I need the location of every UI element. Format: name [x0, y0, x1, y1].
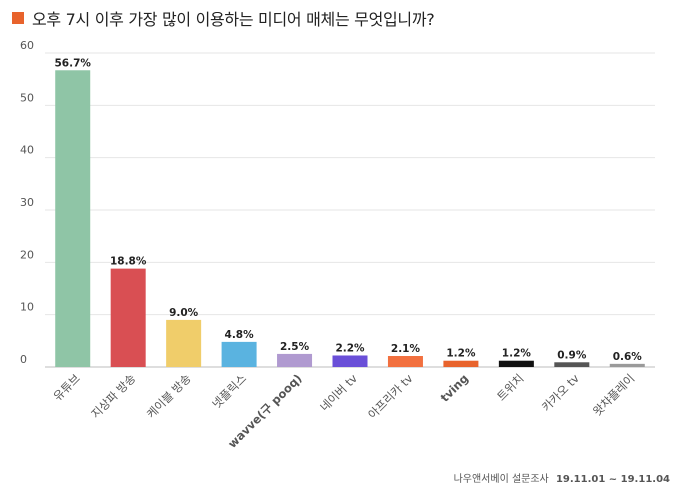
bar [221, 341, 257, 367]
y-tick-label: 50 [20, 91, 34, 104]
y-tick-label: 0 [20, 353, 27, 366]
title-marker-icon [12, 12, 24, 24]
value-label: 1.2% [502, 348, 532, 360]
x-tick-label: tving [438, 371, 471, 404]
bar [443, 360, 479, 367]
y-tick-label: 60 [20, 39, 34, 52]
value-label: 2.5% [280, 341, 310, 353]
y-axis-ticks: 0 10 20 30 40 50 60 [20, 39, 34, 366]
bars [55, 70, 645, 368]
value-label: 56.7% [55, 57, 92, 69]
bar [166, 319, 202, 367]
value-label: 0.9% [557, 349, 587, 361]
value-label: 4.8% [225, 329, 255, 341]
y-tick-label: 40 [20, 144, 34, 157]
bar [110, 268, 146, 367]
bar [332, 355, 368, 367]
y-tick-label: 10 [20, 301, 34, 314]
x-tick-label: 왓챠플레이 [590, 371, 637, 418]
bar [609, 363, 645, 367]
bar [55, 70, 91, 368]
x-tick-label: 유튜브 [50, 371, 82, 403]
x-tick-label: 지상파 방송 [88, 371, 138, 421]
value-labels: 56.7% 18.8% 9.0% 4.8% 2.5% 2.2% 2.1% 1.2% 1.2% 0.… [55, 57, 643, 363]
chart-title: 오후 7시 이후 가장 많이 이용하는 미디어 매체는 무엇입니까? [32, 10, 435, 29]
value-label: 0.6% [613, 351, 643, 363]
x-tick-label: 넷플릭스 [209, 371, 249, 411]
bar [498, 360, 534, 367]
x-tick-label: 트위치 [494, 371, 526, 403]
source-note: 나우앤서베이 설문조사 19.11.01 ~ 19.11.04 [454, 470, 670, 485]
value-label: 2.2% [335, 342, 365, 354]
source-dates: 19.11.01 ~ 19.11.04 [555, 474, 670, 485]
source-label: 나우앤서베이 설문조사 [453, 474, 549, 485]
x-tick-label: 네이버 tv [317, 371, 360, 414]
y-tick-label: 30 [20, 196, 34, 209]
bar [387, 356, 423, 367]
x-tick-label: 카카오 tv [539, 371, 582, 414]
value-label: 1.2% [446, 348, 476, 360]
bar [277, 353, 313, 367]
bar [554, 362, 590, 367]
value-label: 18.8% [110, 256, 147, 268]
y-tick-label: 20 [20, 248, 34, 261]
x-tick-label: 케이블 방송 [144, 371, 194, 421]
value-label: 9.0% [169, 307, 199, 319]
value-label: 2.1% [391, 343, 421, 355]
chart-title-row: 오후 7시 이후 가장 많이 이용하는 미디어 매체는 무엇입니까? [12, 7, 435, 29]
x-tick-label: 아프리카 tv [365, 371, 416, 422]
grid-lines [45, 52, 655, 368]
